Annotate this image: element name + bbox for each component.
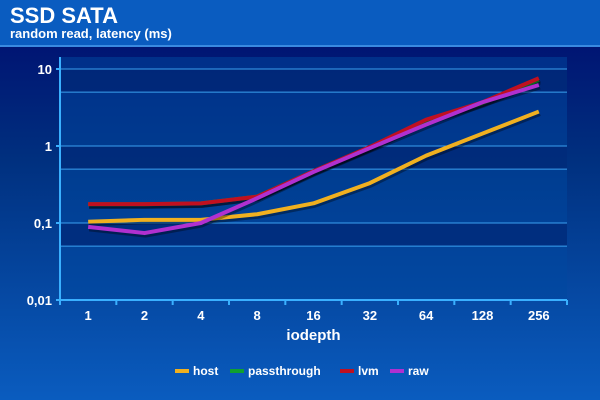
x-tick-label: 64: [419, 308, 434, 323]
y-tick-label: 0,1: [34, 216, 52, 231]
x-tick-label: 128: [472, 308, 494, 323]
x-tick-label: 32: [363, 308, 377, 323]
legend-label-lvm: lvm: [358, 364, 379, 378]
x-tick-label: 256: [528, 308, 550, 323]
x-tick-label: 16: [306, 308, 320, 323]
plot-band: [60, 69, 567, 93]
x-tick-label: 2: [141, 308, 148, 323]
y-tick-label: 10: [38, 62, 52, 77]
series-shadow-raw: [88, 84, 541, 238]
y-tick-label: 0,01: [27, 293, 52, 308]
legend-label-host: host: [193, 364, 218, 378]
plot-band: [60, 223, 567, 247]
plot-area: [60, 57, 567, 300]
chart-subtitle: random read, latency (ms): [10, 26, 172, 41]
y-tick-label: 1: [45, 139, 52, 154]
x-tick-label: 1: [85, 308, 92, 323]
legend-label-passthrough: passthrough: [248, 364, 321, 378]
x-tick-label: 8: [254, 308, 261, 323]
plot-band: [60, 146, 567, 170]
chart-title: SSD SATA: [10, 3, 118, 28]
chart-header: SSD SATA random read, latency (ms): [0, 0, 600, 47]
x-axis-label: iodepth: [286, 327, 340, 344]
x-tick-label: 4: [197, 308, 205, 323]
legend-label-raw: raw: [408, 364, 429, 378]
